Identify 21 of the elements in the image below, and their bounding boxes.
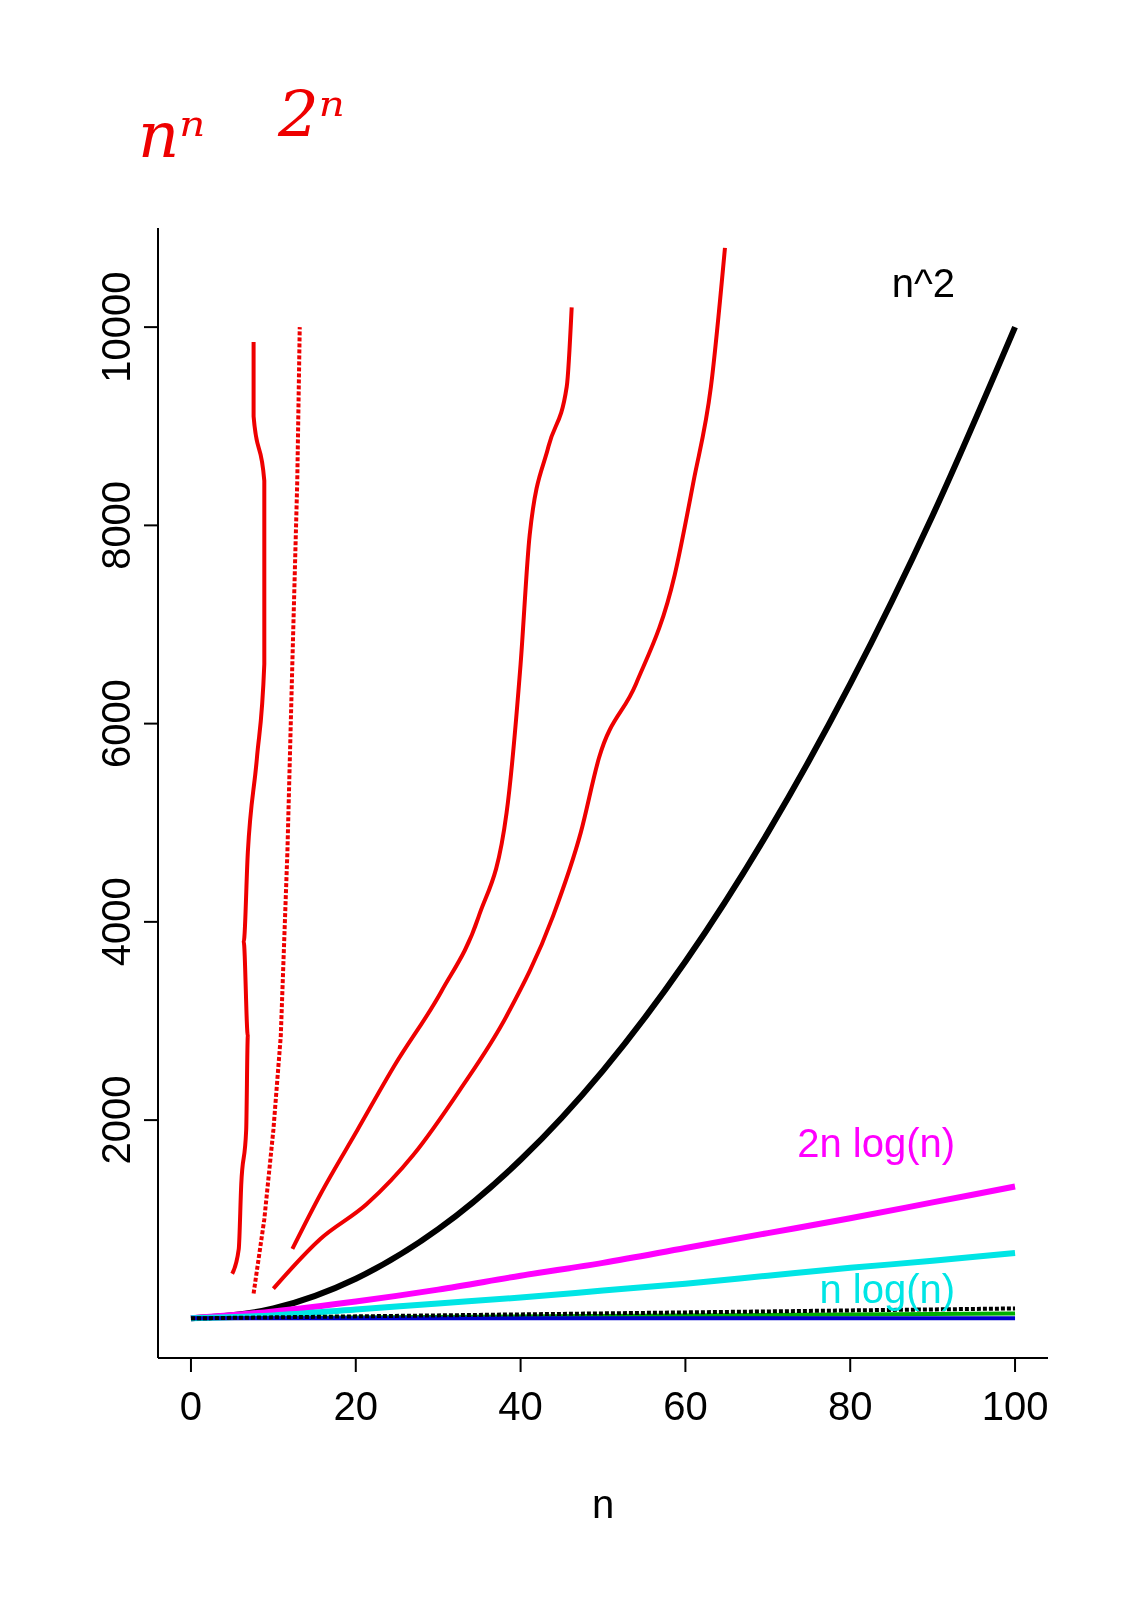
x-tick-label: 100 [981,1384,1049,1429]
x-tick-label: 20 [333,1384,379,1429]
y-tick-label: 8000 [94,480,138,570]
series-label: n^2 [891,261,956,306]
x-tick-label: 40 [498,1384,543,1429]
x-tick-label: 60 [663,1384,708,1429]
series-label: 2n log(n) [797,1120,956,1165]
series-label: n log(n) [819,1266,956,1311]
y-tick-label: 4000 [94,877,138,967]
x-tick-label: 0 [179,1384,203,1429]
y-tick-label: 10000 [94,271,138,383]
y-tick-label: 6000 [94,679,138,769]
x-tick-label: 80 [827,1384,873,1429]
x-axis-title: n [591,1482,615,1526]
line-series [271,245,727,1291]
line-series [230,339,267,1276]
line-series [290,305,574,1251]
line-series [251,325,302,1296]
y-tick-label: 2000 [94,1075,138,1165]
text: nⁿ [138,98,206,172]
text: 2ⁿ [278,78,345,152]
